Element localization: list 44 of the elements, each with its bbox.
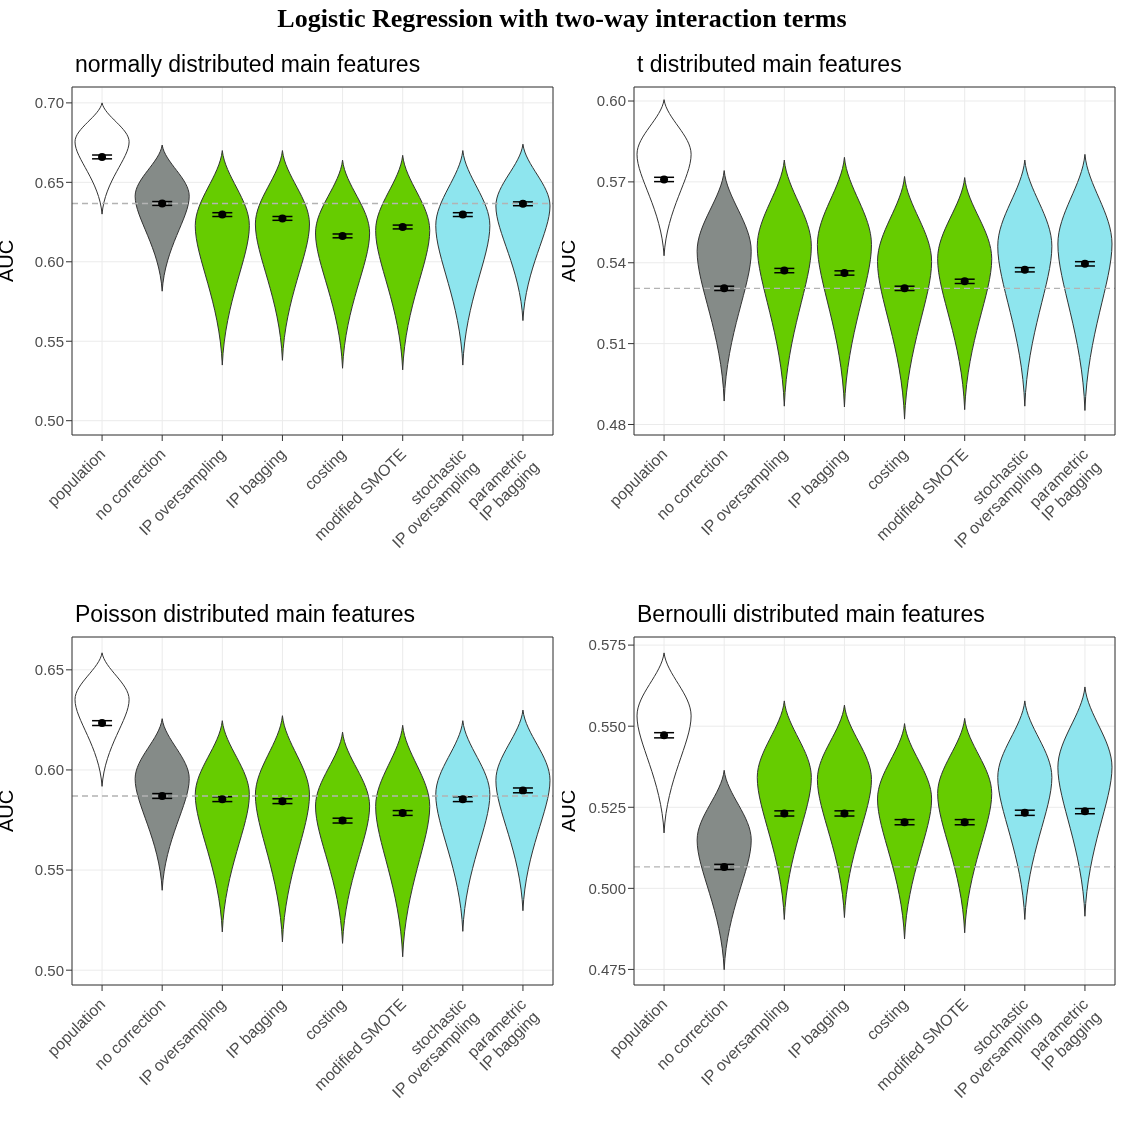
y-tick-label: 0.525 — [588, 798, 626, 816]
point — [720, 284, 729, 293]
point — [720, 862, 729, 871]
y-tick-label: 0.475 — [588, 960, 626, 978]
point — [660, 731, 669, 740]
point — [1080, 259, 1089, 268]
y-tick-label: 0.57 — [596, 173, 626, 191]
y-tick-label: 0.48 — [596, 415, 626, 433]
y-tick-label: 0.65 — [34, 661, 64, 679]
point — [158, 792, 167, 800]
chart-title: t distributed main features — [637, 51, 902, 78]
point — [1020, 265, 1029, 274]
chart-title: Poisson distributed main features — [75, 601, 416, 628]
point — [458, 210, 467, 219]
point — [1020, 808, 1029, 817]
y-tick-label: 0.500 — [588, 879, 626, 897]
y-tick-label: 0.51 — [596, 334, 626, 352]
point — [98, 719, 107, 728]
point — [98, 152, 107, 161]
y-tick-label: 0.60 — [34, 761, 64, 779]
text: Logistic Regression with two-way interaction terms — [277, 4, 847, 33]
y-tick-label: 0.575 — [588, 636, 626, 654]
point — [458, 795, 467, 804]
point — [660, 175, 669, 184]
y-tick-label: 0.54 — [596, 254, 626, 272]
y-axis-title: AUC — [557, 239, 580, 283]
chart-title: normally distributed main features — [75, 51, 421, 78]
point — [1080, 807, 1089, 816]
y-tick-label: 0.60 — [596, 92, 626, 110]
y-tick-label: 0.50 — [34, 412, 64, 430]
y-tick-label: 0.50 — [34, 961, 64, 979]
y-axis-title: AUC — [0, 789, 18, 833]
y-tick-label: 0.550 — [588, 717, 626, 735]
y-axis-title: AUC — [0, 239, 18, 283]
y-tick-label: 0.70 — [34, 94, 64, 112]
point — [518, 786, 527, 795]
y-tick-label: 0.60 — [34, 253, 64, 271]
y-tick-label: 0.65 — [34, 173, 64, 191]
point — [158, 199, 167, 208]
y-tick-label: 0.55 — [34, 861, 64, 879]
chart-title: Bernoulli distributed main features — [637, 601, 985, 628]
point — [518, 199, 527, 208]
y-tick-label: 0.55 — [34, 332, 64, 350]
y-axis-title: AUC — [557, 789, 580, 833]
